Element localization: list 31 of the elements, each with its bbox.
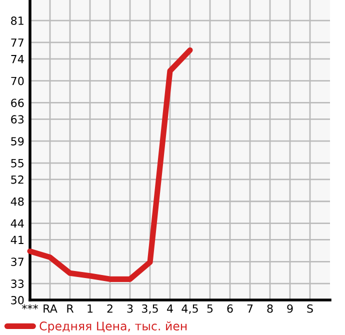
y-tick-label: 48: [10, 197, 24, 206]
legend-label: Средняя Цена, тыс. йен: [40, 321, 187, 333]
y-tick-label: 52: [11, 175, 24, 184]
x-tick-label: RA: [44, 304, 58, 313]
y-tick-label: 74: [11, 55, 24, 64]
y-tick-label: 55: [11, 159, 24, 168]
x-tick-label: S: [307, 304, 313, 313]
x-tick-label: 1: [88, 304, 93, 313]
x-tick-label: 9: [287, 304, 293, 313]
y-tick-label: 63: [11, 115, 24, 124]
x-tick-label: 3: [127, 304, 133, 313]
x-tick-label: 2: [107, 304, 112, 313]
x-tick-label: 4: [167, 304, 173, 313]
x-tick-label: 4,5: [182, 304, 198, 314]
x-tick-label: 8: [267, 304, 273, 313]
x-tick-label: 6: [227, 304, 233, 313]
y-tick-label: 30: [11, 296, 24, 304]
y-tick-label: 37: [11, 258, 24, 266]
y-tick-label: 33: [11, 280, 24, 288]
x-tick-label: 7: [247, 304, 253, 313]
y-tick-label: 44: [10, 219, 24, 228]
x-tick-label: ***: [22, 304, 38, 310]
x-tick-label: R: [67, 304, 74, 313]
y-tick-label: 59: [11, 137, 24, 146]
y-tick-label: 70: [11, 76, 24, 86]
y-tick-label: 77: [11, 38, 24, 47]
x-tick-label: 5: [207, 304, 213, 313]
y-tick-label: 81: [11, 16, 24, 25]
x-tick-label: 3,5: [142, 304, 158, 314]
y-tick-label: 41: [10, 236, 24, 244]
y-tick-label: 66: [11, 98, 24, 108]
